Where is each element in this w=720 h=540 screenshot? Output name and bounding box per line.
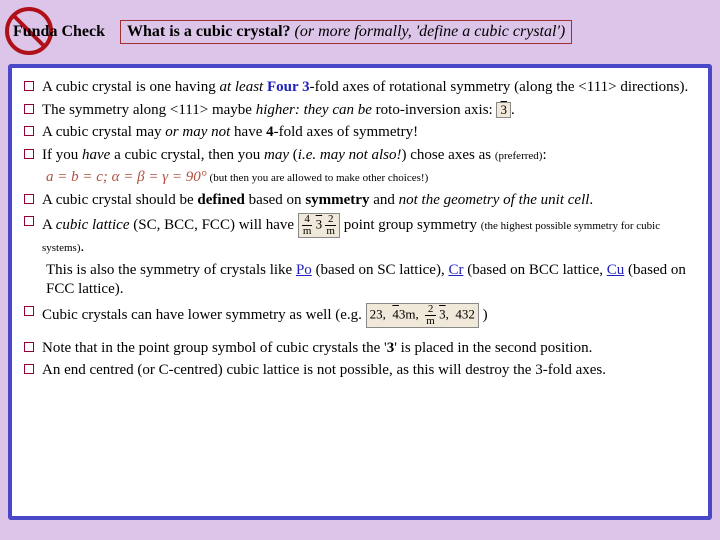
header-row: Funda Check What is a cubic crystal? (or… [0,0,720,60]
link-cr[interactable]: Cr [448,262,463,278]
math-lower-sym: 23, 43m, 2m 3, 432 [366,303,479,328]
bullet-icon [24,149,34,159]
link-cu[interactable]: Cu [607,262,625,278]
bullet-icon [24,306,34,316]
bullet-1: A cubic crystal is one having at least F… [24,78,698,98]
title-italic: (or more formally, 'define a cubic cryst… [291,23,566,40]
bullet-icon [24,364,34,374]
bullet-icon [24,194,34,204]
bullet-6: A cubic lattice (SC, BCC, FCC) will have… [24,213,698,258]
bullet-icon [24,342,34,352]
bullet-icon [24,216,34,226]
bullet-icon [24,126,34,136]
bullet-3: A cubic crystal may or may not have 4-fo… [24,123,698,143]
math-bar3: 3 [496,102,511,118]
indent-1: a = b = c; α = β = γ = 90° (but then you… [46,168,698,188]
funda-check-badge: Funda Check [4,10,114,54]
bullet-9: An end centred (or C-centred) cubic latt… [24,361,698,381]
bullet-icon [24,104,34,114]
indent-2: This is also the symmetry of crystals li… [46,261,698,300]
math-point-group: 4m 3 2m [298,213,340,238]
link-po[interactable]: Po [296,262,312,278]
bullet-8: Note that in the point group symbol of c… [24,339,698,359]
funda-check-label: Funda Check [13,23,105,41]
bullet-7: Cubic crystals can have lower symmetry a… [24,303,698,328]
content-box: A cubic crystal is one having at least F… [8,64,712,520]
title-box: What is a cubic crystal? (or more formal… [120,20,572,44]
bullet-5: A cubic crystal should be defined based … [24,191,698,211]
bullet-icon [24,81,34,91]
title-bold: What is a cubic crystal? [127,23,291,40]
bullet-2: The symmetry along <111> maybe higher: t… [24,101,698,121]
bullet-4: If you have a cubic crystal, then you ma… [24,146,698,166]
